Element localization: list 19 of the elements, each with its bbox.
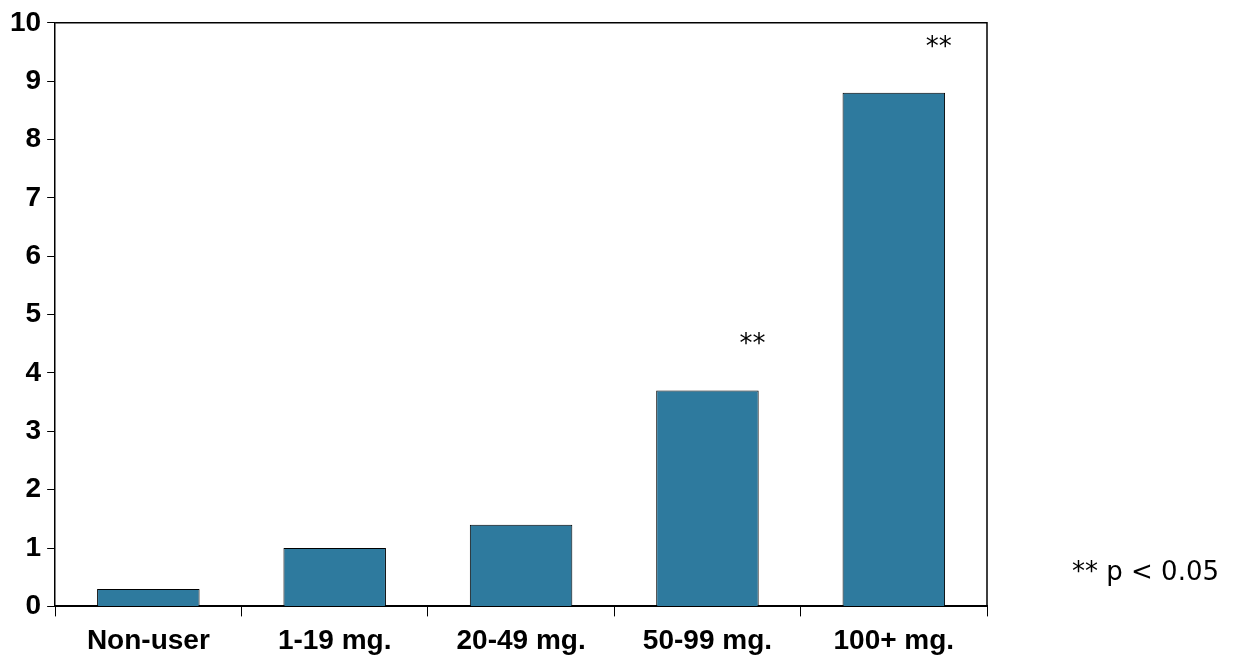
y-tick-label: 3 (25, 414, 42, 446)
x-tick-label: 1-19 mg. (277, 623, 392, 655)
y-tick-label: 1 (25, 530, 42, 562)
x-tick-label: 100+ mg. (833, 623, 955, 655)
text: ** p < 0.05 (1072, 556, 1219, 587)
x-tick-label: 20-49 mg. (456, 623, 586, 655)
y-tick-label: 2 (25, 472, 42, 504)
x-tick-label: Non-user (86, 623, 210, 655)
y-tick-label: 10 (9, 5, 42, 37)
y-tick-label: 7 (25, 180, 42, 212)
y-tick-label: 4 (25, 355, 42, 387)
y-tick-label: 9 (25, 63, 42, 95)
annotation: ** (739, 328, 766, 359)
x-tick-label: 50-99 mg. (642, 623, 773, 655)
y-tick-label: 0 (25, 589, 42, 621)
annotation: ** (925, 30, 952, 61)
y-tick-label: 5 (25, 297, 42, 329)
y-tick-label: 6 (25, 238, 42, 270)
y-tick-label: 8 (25, 122, 42, 154)
